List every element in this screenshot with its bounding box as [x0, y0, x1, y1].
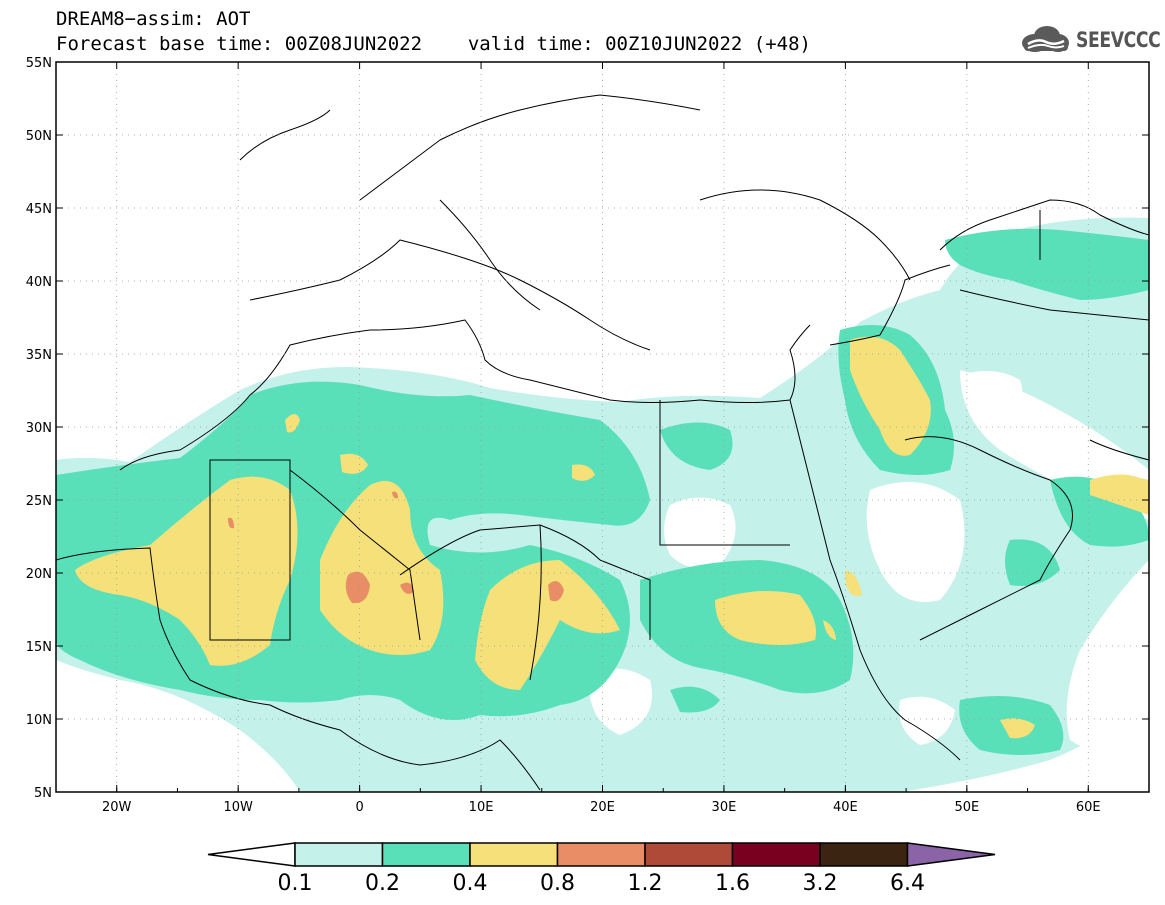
time-info: Forecast base time: 00Z08JUN2022 valid t… — [56, 33, 811, 55]
colorbar-label: 0.1 — [278, 871, 313, 896]
lat-tick-label: 45N — [26, 202, 52, 217]
lat-tick-label: 5N — [34, 786, 52, 801]
colorbar-label: 3.2 — [803, 871, 838, 896]
lon-tick-label: 10W — [223, 800, 253, 815]
lat-tick-label: 50N — [26, 129, 52, 144]
lat-tick-label: 55N — [26, 56, 52, 71]
lat-tick-label: 15N — [26, 640, 52, 655]
colorbar-label: 1.6 — [715, 871, 750, 896]
lon-tick-label: 20E — [590, 800, 615, 815]
lat-tick-label: 30N — [26, 421, 52, 436]
aot-field-0.8 — [228, 491, 564, 604]
lon-tick-label: 10E — [469, 800, 494, 815]
colorbar: 0.1 0.2 0.4 0.8 1.2 1.6 3.2 6.4 — [207, 842, 996, 896]
lon-tick-label: 40E — [833, 800, 858, 815]
colorbar-label: 0.4 — [453, 871, 488, 896]
seevccc-logo: SEEVCCC — [1018, 25, 1165, 55]
lat-tick-label: 35N — [26, 348, 52, 363]
lat-tick-label: 20N — [26, 567, 52, 582]
map-title: DREAM8−assim: AOT — [56, 8, 251, 30]
colorbar-swatch — [644, 842, 734, 867]
lon-tick-label: 0 — [355, 800, 363, 815]
colorbar-swatch — [469, 842, 559, 867]
colorbar-label: 6.4 — [890, 871, 925, 896]
cloud-logo-icon — [1022, 26, 1069, 52]
colorbar-underflow — [207, 842, 296, 867]
colorbar-overflow — [906, 842, 996, 867]
aot-clear-areas — [56, 371, 1149, 792]
base-time-label: Forecast base time: 00Z08JUN2022 — [56, 33, 423, 55]
colorbar-swatch — [294, 842, 384, 867]
lon-tick-label: 60E — [1076, 800, 1101, 815]
lat-tick-label: 10N — [26, 713, 52, 728]
logo-text: SEEVCCC — [1076, 28, 1161, 52]
aot-field-0.4 — [75, 336, 1149, 739]
lat-tick-label: 25N — [26, 494, 52, 509]
lon-tick-label: 20W — [102, 800, 132, 815]
colorbar-label: 0.8 — [540, 871, 575, 896]
map-gridlines — [56, 62, 1149, 792]
coastlines-borders — [56, 94, 1149, 791]
colorbar-swatch — [819, 842, 909, 867]
colorbar-swatch — [731, 842, 821, 867]
colorbar-label: 1.2 — [628, 871, 663, 896]
lon-tick-label: 50E — [954, 800, 979, 815]
lon-tick-label: 30E — [712, 800, 737, 815]
colorbar-swatch — [381, 842, 471, 867]
valid-time-label: valid time: 00Z10JUN2022 (+48) — [467, 33, 811, 55]
axis-ticks: 55N 50N 45N 40N 35N 30N 25N 20N 15N 10N 5N 20W 10W 0 1… — [26, 56, 1150, 815]
lat-tick-label: 40N — [26, 275, 52, 290]
colorbar-swatch — [556, 842, 646, 867]
colorbar-label: 0.2 — [365, 871, 400, 896]
